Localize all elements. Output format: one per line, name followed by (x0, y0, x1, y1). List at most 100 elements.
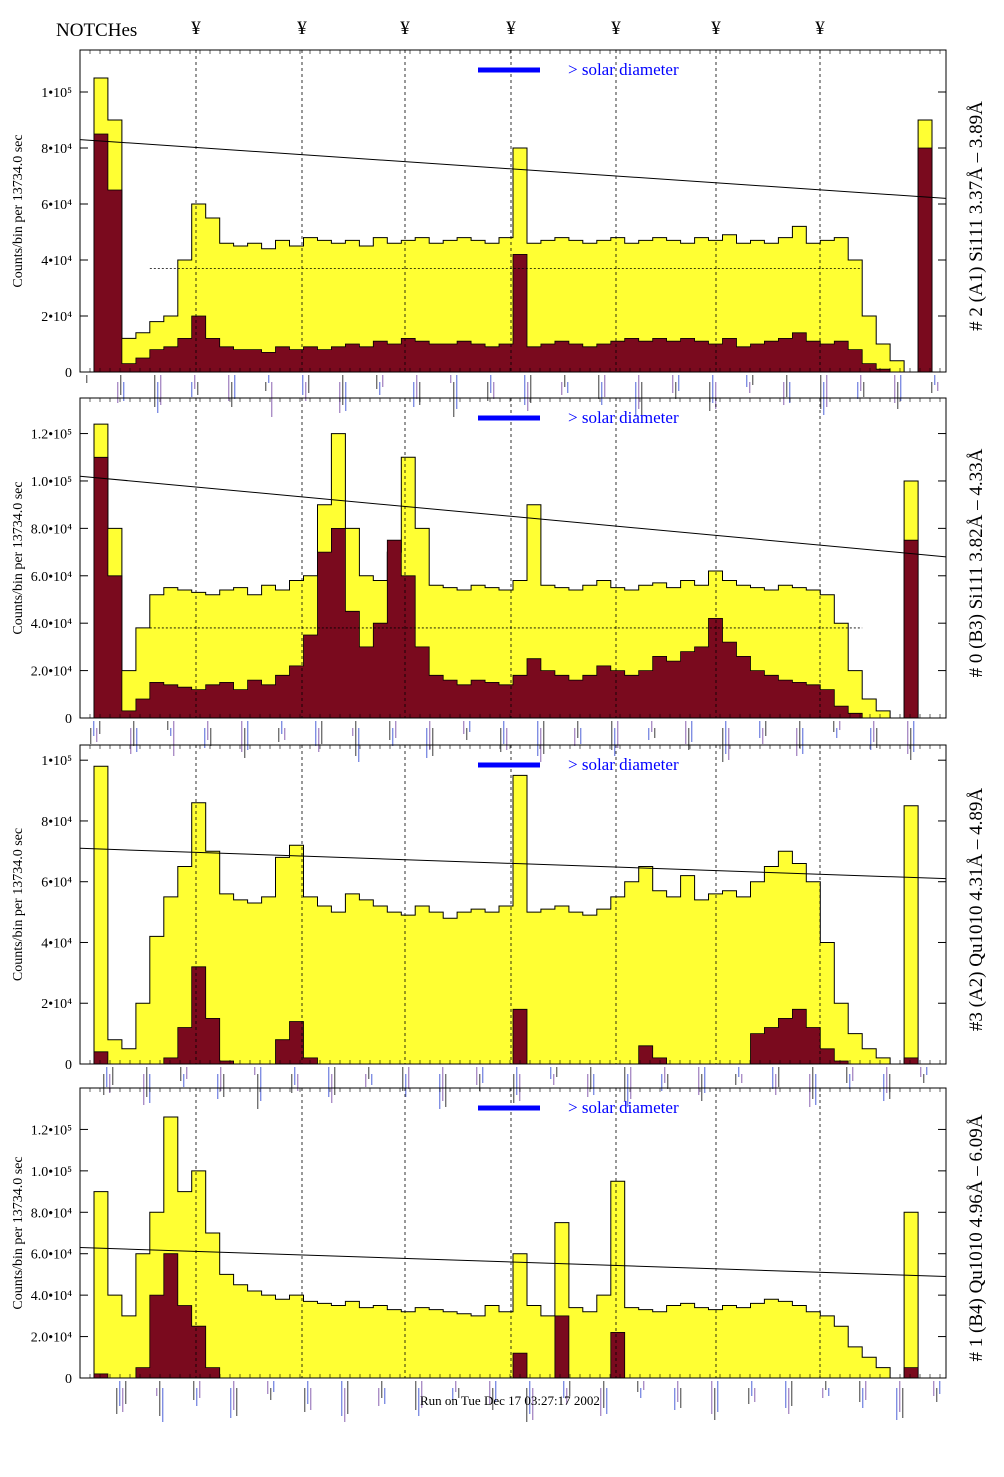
annotation-mark (627, 1074, 629, 1107)
annotation-mark (556, 1067, 558, 1077)
annotation-mark (130, 728, 132, 754)
annotation-mark (244, 728, 246, 758)
annotation-mark (415, 1381, 417, 1410)
trend-line (79, 475, 947, 558)
y-tick-label: 8•10⁴ (41, 815, 72, 830)
annotation-mark (408, 1067, 410, 1089)
annotation-mark (532, 1388, 534, 1420)
annotation-mark (567, 382, 569, 393)
annotation-mark (183, 1074, 185, 1087)
annotation-mark (580, 728, 582, 744)
annotation-mark (93, 721, 95, 736)
annotation-mark (717, 1381, 719, 1412)
annotation-mark (815, 1074, 817, 1105)
annotation-mark (715, 382, 717, 409)
annotation-mark (926, 1067, 928, 1075)
y-tick-label: 4.0•10⁴ (31, 617, 72, 632)
y-tick-label: 1•10⁵ (41, 754, 72, 769)
annotation-mark (516, 1067, 518, 1095)
notch-symbol: ¥ (191, 18, 201, 39)
annotation-mark (196, 1388, 198, 1406)
y-axis-label: Counts/bin per 13734.0 sec (11, 134, 26, 287)
annotation-mark (643, 1381, 645, 1390)
y-tick-label: 8.0•10⁴ (31, 1206, 72, 1221)
annotation-mark (344, 1388, 346, 1422)
annotation-mark (173, 721, 175, 756)
annotation-mark (273, 1381, 275, 1392)
annotation-mark (934, 375, 936, 385)
y-tick-label: 6•10⁴ (41, 876, 72, 891)
y-tick-label: 1.0•10⁵ (31, 475, 72, 490)
annotation-mark (859, 1381, 861, 1402)
annotation-mark (897, 382, 899, 409)
annotation-mark (587, 1074, 589, 1097)
annotation-mark (452, 1388, 454, 1400)
annotation-mark (162, 1388, 164, 1422)
annotation-mark (604, 375, 606, 397)
y-tick-label: 6.0•10⁴ (31, 570, 72, 585)
y-axis-label: Counts/bin per 13734.0 sec (11, 1156, 26, 1309)
annotation-mark (530, 375, 532, 403)
solar-diameter-label: > solar diameter (568, 408, 679, 427)
annotation-mark (524, 375, 526, 405)
annotation-mark (796, 728, 798, 756)
annotation-mark (748, 1388, 750, 1404)
annotation-mark (738, 1067, 740, 1077)
annotation-mark (291, 1074, 293, 1093)
annotation-mark (648, 728, 650, 740)
annotation-mark (310, 1388, 312, 1410)
annotation-mark (305, 382, 307, 401)
annotation-mark (735, 1074, 737, 1085)
annotation-mark (537, 721, 539, 756)
annotation-mark (553, 1074, 555, 1085)
y-tick-label: 8.0•10⁴ (31, 522, 72, 537)
annotation-mark (672, 375, 674, 393)
annotation-mark (341, 1381, 343, 1416)
y-axis-label: Counts/bin per 13734.0 sec (11, 828, 26, 981)
annotation-mark (490, 375, 492, 393)
annotation-mark (667, 1074, 669, 1089)
annotation-mark (355, 721, 357, 756)
annotation-mark (900, 375, 902, 401)
annotation-mark (786, 375, 788, 397)
annotation-mark (223, 1074, 225, 1097)
annotation-mark (254, 1067, 256, 1075)
y-tick-label: 2•10⁴ (41, 310, 72, 325)
notch-symbol: ¥ (506, 18, 516, 39)
annotation-mark (863, 382, 865, 397)
annotation-mark (896, 1388, 898, 1420)
annotation-mark (418, 1388, 420, 1416)
annotation-mark (569, 1381, 571, 1396)
annotation-mark (886, 1067, 888, 1093)
annotation-mark (186, 1067, 188, 1079)
run-timestamp: Run on Tue Dec 17 03:27:17 2002 (420, 1393, 600, 1408)
annotation-mark (789, 382, 791, 403)
y-tick-label: 8•10⁴ (41, 142, 72, 157)
annotation-mark (281, 721, 283, 734)
annotation-mark (543, 721, 545, 754)
y-tick-label: 0 (65, 366, 72, 381)
histogram-subset (80, 456, 946, 719)
notch-symbol: ¥ (400, 18, 410, 39)
annotation-mark (489, 1381, 491, 1404)
y-tick-label: 4•10⁴ (41, 254, 72, 269)
y-tick-label: 6•10⁴ (41, 198, 72, 213)
annotation-mark (265, 382, 267, 391)
annotation-mark (112, 1067, 114, 1085)
annotation-mark (378, 1388, 380, 1406)
annotation-mark (503, 721, 505, 744)
annotation-mark (923, 1074, 925, 1083)
annotation-mark (241, 721, 243, 752)
solar-diameter-label: > solar diameter (568, 755, 679, 774)
annotation-mark (90, 728, 92, 744)
annotation-mark (611, 721, 613, 750)
y-tick-label: 1•10⁵ (41, 86, 72, 101)
notch-symbol: ¥ (297, 18, 307, 39)
histogram-total (80, 765, 946, 1065)
annotation-mark (593, 1074, 595, 1095)
annotation-mark (466, 728, 468, 740)
annotation-mark (482, 1067, 484, 1083)
chart-panel: 0 2•10⁴ 4•10⁴ 6•10⁴ 8•10⁴ 1•10⁵ Counts/bin per… (11, 49, 987, 417)
annotation-mark (910, 728, 912, 760)
annotation-mark (230, 1388, 232, 1418)
